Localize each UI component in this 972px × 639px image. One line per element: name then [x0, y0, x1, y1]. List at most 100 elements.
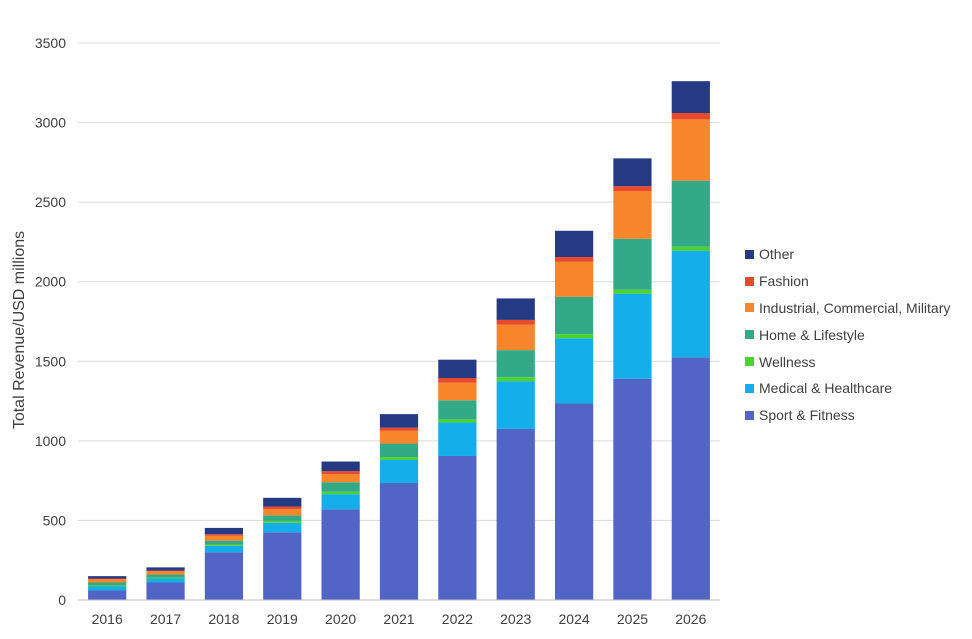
bar-stack-2020: [321, 461, 360, 600]
legend-swatch: [745, 383, 754, 393]
bar-segment-wellness-2021: [379, 457, 419, 460]
y-tick-label: 3500: [35, 35, 66, 51]
legend-item: Sport & Fitness: [745, 402, 950, 429]
bar-stack-2019: [263, 497, 302, 600]
bar-segment-sport-fitness-2018: [204, 552, 244, 600]
y-tick-label: 1000: [35, 433, 66, 449]
bar-segment-medical-healthcare-2025: [613, 293, 652, 379]
x-tick-label: 2022: [442, 611, 473, 627]
bar-segment-home-lifestyle-2025: [613, 238, 652, 290]
legend-label: Home & Lifestyle: [759, 326, 865, 343]
bar-segment-fashion-2018: [204, 534, 244, 536]
x-tick-label: 2024: [559, 611, 590, 627]
legend: Other Fashion Industrial, Commercial, Mili…: [745, 241, 950, 429]
bar-stack-2025: [613, 158, 652, 600]
bar-segment-industrial-commercial-military-2017: [146, 571, 185, 575]
bar-segment-sport-fitness-2022: [438, 455, 477, 600]
bar-segment-other-2023: [496, 298, 535, 320]
bar-segment-home-lifestyle-2020: [321, 482, 360, 492]
bar-segment-medical-healthcare-2022: [438, 422, 477, 456]
bar-segment-other-2026: [671, 81, 710, 114]
bar-segment-wellness-2019: [263, 520, 302, 523]
bar-segment-other-2019: [263, 497, 302, 507]
x-tick-label: 2019: [267, 611, 298, 627]
bar-segment-medical-healthcare-2021: [379, 459, 419, 484]
bar-segment-other-2020: [321, 461, 360, 472]
legend-label: Medical & Healthcare: [759, 380, 893, 397]
legend-label: Fashion: [759, 273, 809, 290]
bar-segment-wellness-2016: [88, 585, 127, 587]
x-tick-label: 2018: [208, 611, 239, 627]
bar-segment-medical-healthcare-2018: [204, 545, 244, 553]
bar-segment-fashion-2022: [438, 377, 477, 383]
bar-segment-sport-fitness-2025: [613, 378, 652, 600]
bar-segment-home-lifestyle-2024: [554, 296, 594, 335]
x-tick-label: 2021: [383, 611, 414, 627]
bar-segment-industrial-commercial-military-2024: [554, 261, 594, 297]
y-tick-label: 1500: [35, 353, 66, 369]
bar-stack-2016: [88, 576, 127, 600]
bar-segment-other-2018: [204, 527, 244, 535]
bar-segment-home-lifestyle-2018: [204, 540, 244, 545]
bar-stack-2021: [379, 414, 419, 600]
bar-segment-sport-fitness-2021: [379, 483, 419, 600]
bar-segment-wellness-2017: [146, 577, 185, 579]
bar-segment-home-lifestyle-2023: [496, 350, 535, 378]
bar-segment-other-2025: [613, 158, 652, 187]
legend-label: Sport & Fitness: [759, 407, 855, 424]
bar-segment-fashion-2020: [321, 471, 360, 475]
legend-item: Home & Lifestyle: [745, 321, 950, 348]
bar-segment-other-2016: [88, 576, 127, 579]
y-tick-label: 2500: [35, 194, 66, 210]
legend-swatch: [745, 276, 754, 286]
bar-segment-home-lifestyle-2021: [379, 443, 419, 458]
legend-item: Fashion: [745, 268, 950, 295]
legend-label: Industrial, Commercial, Military: [759, 299, 951, 316]
y-axis-title: Total Revenue/USD millions: [11, 231, 28, 429]
bar-segment-wellness-2020: [321, 491, 360, 495]
bar-segment-wellness-2026: [671, 246, 710, 251]
bar-segment-sport-fitness-2020: [321, 509, 360, 600]
y-tick-label: 2000: [35, 274, 66, 290]
legend-item: Other: [745, 241, 950, 268]
bar-segment-industrial-commercial-military-2020: [321, 474, 360, 483]
bar-segment-wellness-2022: [438, 419, 477, 423]
legend-item: Industrial, Commercial, Military: [745, 295, 950, 322]
bar-segment-industrial-commercial-military-2022: [438, 382, 477, 401]
bar-segment-fashion-2025: [613, 186, 652, 192]
bar-segment-industrial-commercial-military-2025: [613, 191, 652, 239]
bar-segment-other-2017: [146, 567, 185, 571]
bar-segment-fashion-2016: [88, 578, 127, 580]
bar-stack-2024: [554, 230, 594, 600]
x-tick-label: 2023: [500, 611, 531, 627]
y-tick-label: 0: [58, 592, 66, 608]
bar-segment-sport-fitness-2017: [146, 582, 185, 600]
legend-item: Wellness: [745, 348, 950, 375]
legend-swatch: [745, 303, 754, 313]
bar-segment-sport-fitness-2023: [496, 428, 535, 600]
x-tick-label: 2016: [92, 611, 123, 627]
bar-segment-medical-healthcare-2023: [496, 381, 535, 429]
bar-segment-fashion-2024: [554, 257, 594, 262]
bar-stack-2018: [204, 527, 244, 600]
bar-segment-sport-fitness-2024: [554, 403, 594, 600]
bar-segment-medical-healthcare-2024: [554, 338, 594, 404]
bar-segment-other-2022: [438, 359, 477, 378]
bar-stack-2026: [671, 81, 710, 600]
bar-segment-home-lifestyle-2022: [438, 400, 477, 420]
x-tick-label: 2025: [617, 611, 648, 627]
legend-swatch: [745, 330, 754, 340]
y-tick-label: 3000: [35, 115, 66, 131]
bar-segment-industrial-commercial-military-2019: [263, 508, 302, 516]
bar-segment-sport-fitness-2019: [263, 532, 302, 600]
bar-stack-2023: [496, 298, 535, 600]
bar-segment-medical-healthcare-2017: [146, 578, 185, 583]
legend-label: Other: [759, 246, 795, 263]
bar-segment-fashion-2019: [263, 506, 302, 509]
bar-segment-home-lifestyle-2026: [671, 180, 710, 247]
legend-swatch: [745, 249, 754, 259]
legend-swatch: [745, 357, 754, 367]
bar-segment-industrial-commercial-military-2021: [379, 430, 419, 444]
bar-segment-industrial-commercial-military-2018: [204, 535, 244, 541]
